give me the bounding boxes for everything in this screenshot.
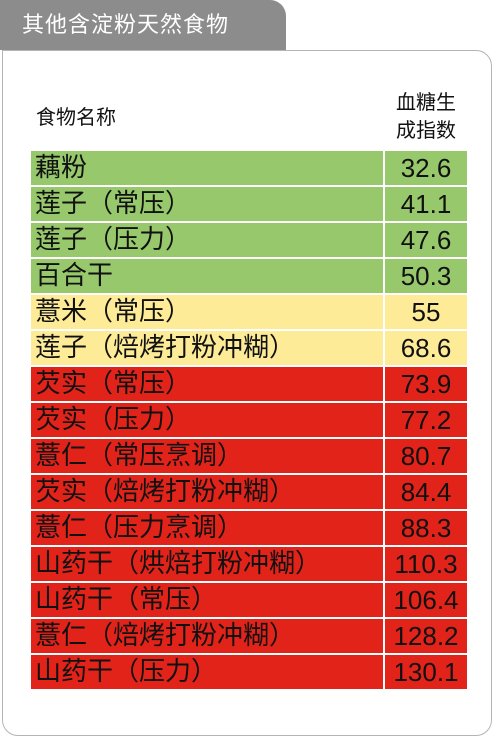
gi-value-cell: 128.2 <box>383 619 467 653</box>
header-gi-line1: 血糖生 <box>396 90 456 114</box>
food-name-cell: 莲子（常压） <box>35 189 192 219</box>
gi-value-cell: 50.3 <box>383 259 467 293</box>
food-name-cell: 芡实（常压） <box>35 369 192 399</box>
gi-value-cell: 130.1 <box>383 655 467 689</box>
food-name-cell: 莲子（压力） <box>35 225 192 255</box>
page-title: 其他含淀粉天然食物 <box>22 13 230 38</box>
title-tab: 其他含淀粉天然食物 <box>0 0 286 50</box>
gi-value-cell: 88.3 <box>383 511 467 545</box>
table-row: 莲子（压力） 47.6 <box>31 223 467 259</box>
gi-value-cell: 47.6 <box>383 223 467 257</box>
food-name-cell: 藕粉 <box>35 153 88 183</box>
food-name-cell: 芡实（压力） <box>35 405 192 435</box>
table-row: 薏仁（焙烤打粉冲糊） 128.2 <box>31 619 467 655</box>
table-row: 芡实（压力） 77.2 <box>31 403 467 439</box>
gi-value-cell: 84.4 <box>383 475 467 509</box>
gi-value-cell: 55 <box>383 295 467 329</box>
gi-value-cell: 110.3 <box>383 547 467 581</box>
table-row: 山药干（常压） 106.4 <box>31 583 467 619</box>
gi-value-cell: 68.6 <box>383 331 467 365</box>
gi-value-cell: 41.1 <box>383 187 467 221</box>
gi-value-cell: 32.6 <box>383 151 467 185</box>
header-gi: 血糖生 成指数 <box>386 88 466 144</box>
gi-value-cell: 73.9 <box>383 367 467 401</box>
table-row: 藕粉 32.6 <box>31 151 467 187</box>
food-name-cell: 薏仁（焙烤打粉冲糊） <box>35 621 296 651</box>
gi-value-cell: 80.7 <box>383 439 467 473</box>
table-row: 芡实（常压） 73.9 <box>31 367 467 403</box>
gi-table: 藕粉 32.6 莲子（常压） 41.1 莲子（压力） 47.6 百合干 50.3 薏米（常压） 5… <box>31 150 467 691</box>
food-name-cell: 芡实（焙烤打粉冲糊） <box>35 477 296 507</box>
food-name-cell: 百合干 <box>35 261 114 291</box>
food-name-cell: 薏米（常压） <box>35 297 192 327</box>
table-row: 山药干（烘焙打粉冲糊） 110.3 <box>31 547 467 583</box>
food-name-cell: 薏仁（常压烹调） <box>35 441 244 471</box>
gi-value-cell: 77.2 <box>383 403 467 437</box>
gi-value-cell: 106.4 <box>383 583 467 617</box>
table-row: 百合干 50.3 <box>31 259 467 295</box>
food-name-cell: 山药干（压力） <box>35 657 218 687</box>
food-name-cell: 薏仁（压力烹调） <box>35 513 244 543</box>
table-row: 薏米（常压） 55 <box>31 295 467 331</box>
header-gi-line2: 成指数 <box>396 118 456 142</box>
table-row: 莲子（常压） 41.1 <box>31 187 467 223</box>
food-name-cell: 山药干（常压） <box>35 585 218 615</box>
table-row: 薏仁（压力烹调） 88.3 <box>31 511 467 547</box>
food-name-cell: 山药干（烘焙打粉冲糊） <box>35 549 322 579</box>
header-food-name: 食物名称 <box>36 105 116 129</box>
table-row: 芡实（焙烤打粉冲糊） 84.4 <box>31 475 467 511</box>
table-row: 莲子（焙烤打粉冲糊） 68.6 <box>31 331 467 367</box>
food-name-cell: 莲子（焙烤打粉冲糊） <box>35 333 296 363</box>
table-row: 薏仁（常压烹调） 80.7 <box>31 439 467 475</box>
table-row: 山药干（压力） 130.1 <box>31 655 467 691</box>
